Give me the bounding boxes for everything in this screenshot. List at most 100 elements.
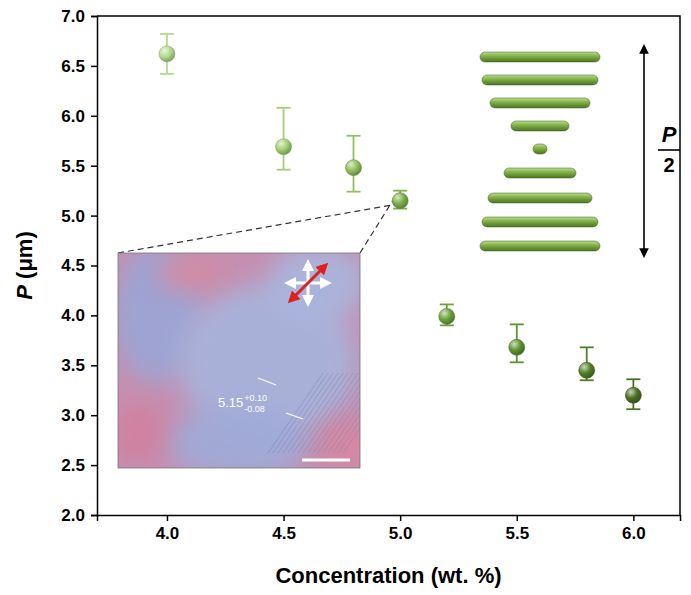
tick-label: 6.5 bbox=[61, 57, 85, 76]
tick-label: 5.5 bbox=[61, 157, 85, 176]
tick-mark bbox=[400, 515, 402, 521]
x-axis: 4.0 4.5 5.0 5.5 6.0 bbox=[98, 515, 681, 543]
tick: 4.5 bbox=[61, 256, 97, 275]
connector bbox=[118, 205, 394, 253]
tick-mark bbox=[91, 165, 97, 167]
tick-mark bbox=[91, 265, 97, 267]
inset-label-upper: +0.10 bbox=[244, 393, 267, 403]
tick-label: 3.5 bbox=[61, 356, 85, 375]
tick-mark bbox=[91, 365, 97, 367]
tick-mark bbox=[91, 515, 97, 517]
tick-mark bbox=[91, 16, 97, 18]
rod bbox=[533, 144, 547, 154]
tick: 3.0 bbox=[61, 406, 97, 425]
y-axis: 2.0 2.5 3.0 3.5 4.0 4.5 5.0 5.5 6.0 6.5 7.0 bbox=[61, 7, 97, 525]
data-point bbox=[579, 362, 595, 378]
error-cap-upper bbox=[347, 135, 361, 137]
tick-mark bbox=[91, 116, 97, 118]
data-point bbox=[509, 339, 525, 355]
tick-label: 5.0 bbox=[389, 524, 413, 543]
tick-label: 6.0 bbox=[61, 107, 85, 126]
tick-label: 3.0 bbox=[61, 406, 85, 425]
tick-mark bbox=[91, 215, 97, 217]
tick: 4.0 bbox=[156, 515, 180, 543]
chart: 4.0 4.5 5.0 5.5 6.0 2.0 2.5 3.0 3.5 4.0 4.5 5.0 5.5 6… bbox=[0, 0, 691, 595]
tick-mark bbox=[633, 515, 635, 521]
error-cap-lower bbox=[347, 191, 361, 193]
inset-label: 5.15 bbox=[218, 395, 243, 410]
tick: 6.0 bbox=[622, 515, 646, 543]
tick-mark bbox=[91, 465, 97, 467]
tick-mark bbox=[91, 66, 97, 68]
rod bbox=[480, 241, 600, 251]
rod bbox=[490, 98, 590, 108]
tick: 4.5 bbox=[272, 515, 296, 543]
error-cap-upper bbox=[510, 323, 524, 325]
plot-area: 4.0 4.5 5.0 5.5 6.0 2.0 2.5 3.0 3.5 4.0 4.5 5.0 5.5 6… bbox=[61, 7, 680, 543]
rod bbox=[480, 52, 600, 62]
plot-frame bbox=[97, 16, 680, 515]
tick: 7.0 bbox=[61, 7, 97, 26]
y-axis-title: P (μm) bbox=[12, 231, 37, 299]
scale-bar bbox=[302, 459, 350, 462]
tick-label: 4.0 bbox=[156, 524, 180, 543]
data-point bbox=[625, 387, 641, 403]
helix-schematic: P2 bbox=[480, 46, 680, 256]
rod bbox=[482, 217, 598, 227]
slow-axis-arrow bbox=[292, 267, 324, 299]
tick: 2.5 bbox=[61, 456, 97, 475]
fraction-bar bbox=[658, 149, 680, 151]
tick: 5.0 bbox=[61, 207, 97, 226]
tick-label: 7.0 bbox=[61, 7, 85, 26]
error-cap-upper bbox=[626, 378, 640, 380]
inset-label-lower: -0.08 bbox=[244, 404, 265, 414]
half-pitch-denominator: 2 bbox=[663, 154, 674, 176]
error-cap-upper bbox=[440, 304, 454, 306]
connector bbox=[360, 202, 392, 253]
tick: 6.5 bbox=[61, 57, 97, 76]
rod bbox=[488, 193, 592, 203]
tick-label: 4.0 bbox=[61, 306, 85, 325]
tick-mark bbox=[517, 515, 519, 521]
error-cap-upper bbox=[580, 346, 594, 348]
error-cap-lower bbox=[160, 73, 174, 75]
data-point bbox=[439, 308, 455, 324]
tick: 6.0 bbox=[61, 107, 97, 126]
inset-border bbox=[118, 253, 360, 468]
tick-label: 5.0 bbox=[61, 207, 85, 226]
tick-label: 4.5 bbox=[272, 524, 296, 543]
tick-mark bbox=[91, 315, 97, 317]
pitch-pointer bbox=[258, 378, 276, 385]
error-cap-upper bbox=[393, 190, 407, 192]
tick-label: 2.0 bbox=[61, 506, 85, 525]
tick: 5.0 bbox=[389, 515, 413, 543]
x-axis-title: Concentration (wt. %) bbox=[275, 563, 501, 588]
axis-line bbox=[98, 516, 681, 522]
tick-label: 5.5 bbox=[505, 524, 529, 543]
data-point bbox=[276, 139, 292, 155]
rod bbox=[504, 168, 576, 178]
pitch-pointer bbox=[286, 413, 303, 419]
tick-mark bbox=[167, 515, 169, 521]
rod bbox=[511, 121, 569, 131]
tick: 5.5 bbox=[61, 157, 97, 176]
tick: 3.5 bbox=[61, 356, 97, 375]
tick: 4.0 bbox=[61, 306, 97, 325]
error-cap-lower bbox=[580, 379, 594, 381]
data-point bbox=[346, 160, 362, 176]
tick-mark bbox=[91, 415, 97, 417]
inset-background bbox=[118, 253, 360, 468]
error-cap-lower bbox=[440, 324, 454, 326]
tick: 2.0 bbox=[61, 506, 97, 525]
error-cap-upper bbox=[160, 33, 174, 35]
half-pitch-arrow bbox=[643, 46, 645, 256]
tick-label: 6.0 bbox=[622, 524, 646, 543]
axis-line bbox=[91, 17, 98, 516]
tick-label: 2.5 bbox=[61, 456, 85, 475]
tick-mark bbox=[283, 515, 285, 521]
error-cap-upper bbox=[277, 107, 291, 109]
rod bbox=[482, 75, 598, 85]
data-point bbox=[159, 46, 175, 62]
tick: 5.5 bbox=[505, 515, 529, 543]
tick-label: 4.5 bbox=[61, 256, 85, 275]
